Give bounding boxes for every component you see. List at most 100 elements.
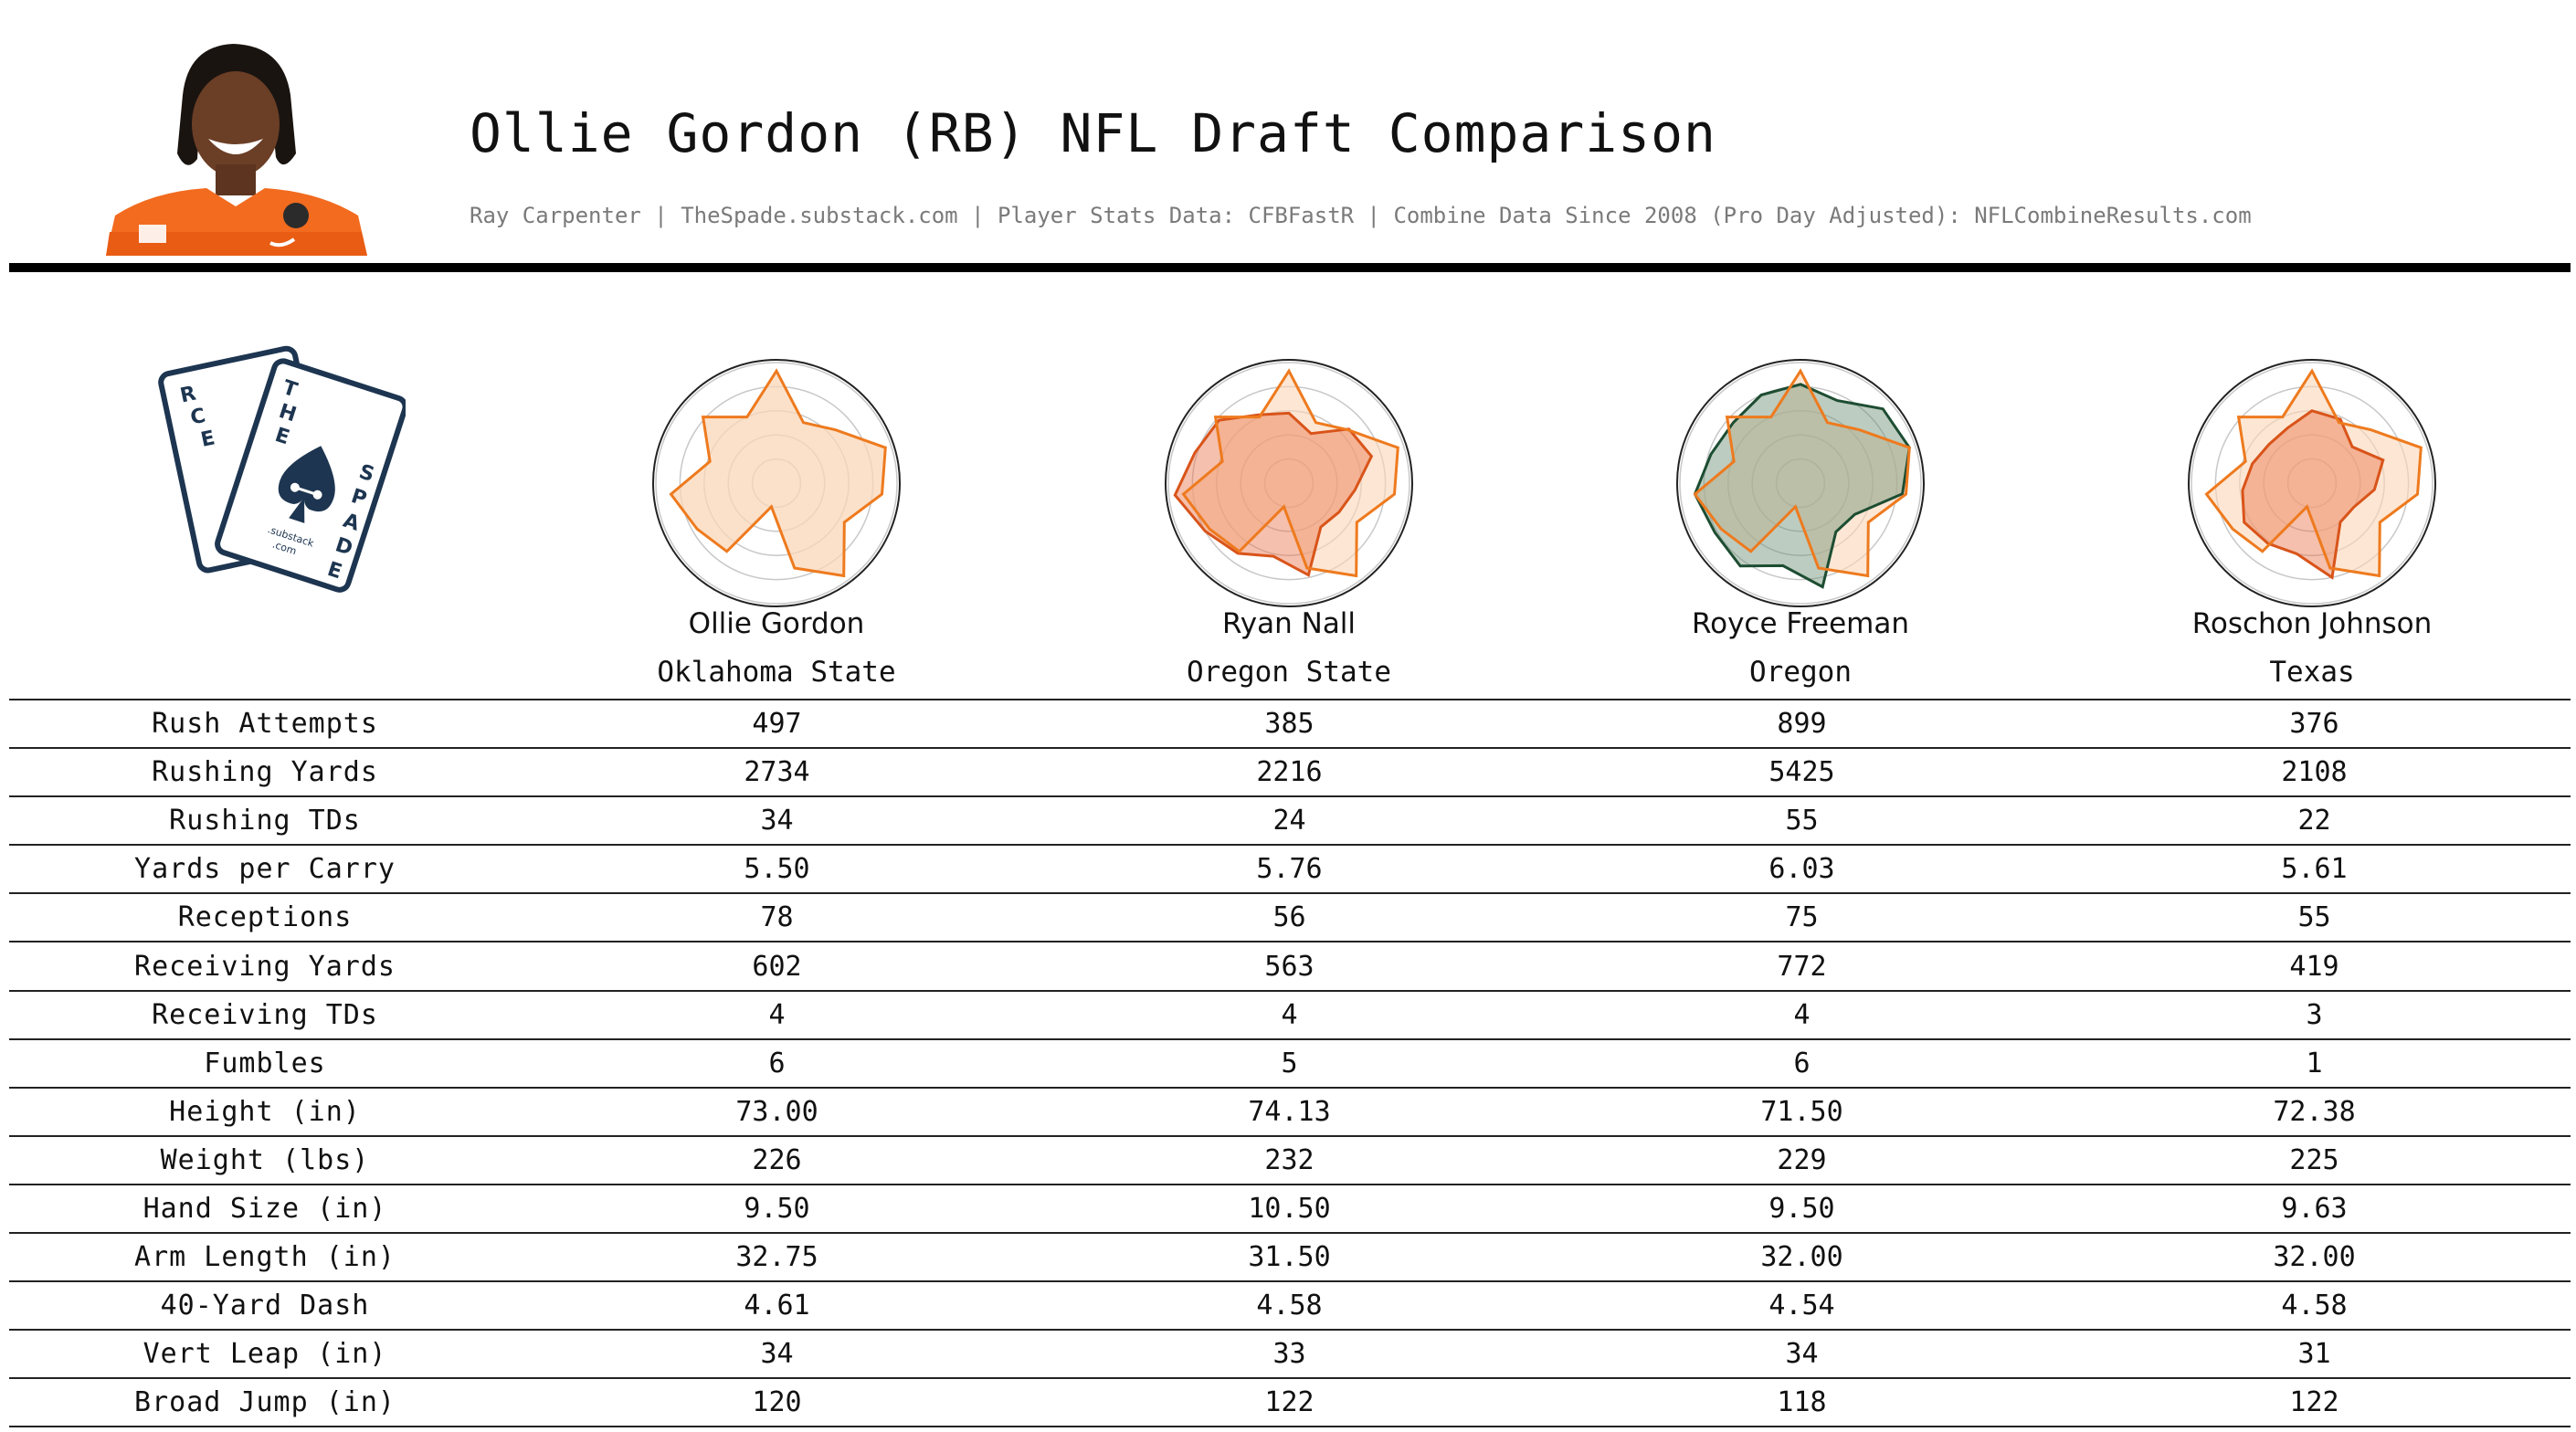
cell-value: 4.58	[1033, 1280, 1546, 1331]
cell-value: 419	[2058, 941, 2571, 991]
cell-value: 6	[521, 1037, 1033, 1088]
cell-value: 118	[1546, 1377, 2058, 1428]
cell-value: 4.54	[1546, 1280, 2058, 1331]
row-label: Weight (lbs)	[9, 1134, 521, 1185]
radar-series-ollie-gordon-fill	[1694, 371, 1910, 576]
player-headshot	[106, 44, 367, 256]
cell-value: 122	[2058, 1377, 2571, 1428]
player-name: Roschon Johnson	[2191, 607, 2433, 640]
cell-value: 72.38	[2058, 1086, 2571, 1136]
card-front-letter: T	[280, 376, 300, 402]
row-label: Arm Length (in)	[9, 1232, 521, 1282]
cell-value: 226	[521, 1134, 1033, 1185]
cell-value: 5.50	[521, 844, 1033, 894]
cell-value: 5.61	[2058, 844, 2571, 894]
radar-chart-royce-freeman	[1676, 359, 1925, 607]
cell-value: 75	[1546, 892, 2058, 942]
radar-series-ollie-gordon-outline	[1181, 368, 1399, 578]
table-row: Vert Leap (in) 34 33 34 31	[9, 1329, 2571, 1379]
table-row: Broad Jump (in) 120 122 118 122	[9, 1377, 2571, 1428]
player-name: Ollie Gordon	[688, 607, 865, 640]
table-row: Yards per Carry 5.50 5.76 6.03 5.61	[9, 844, 2571, 894]
table-row: Receiving TDs 4 4 4 3	[9, 989, 2571, 1039]
cell-value: 32.00	[1546, 1232, 2058, 1282]
cell-value: 32.75	[521, 1232, 1033, 1282]
player-name: Ryan Nall	[1221, 607, 1357, 640]
cell-value: 55	[2058, 892, 2571, 942]
cell-value: 9.50	[521, 1183, 1033, 1234]
row-label: Receptions	[9, 892, 521, 942]
row-label: Receiving Yards	[9, 941, 521, 991]
player-school: Oregon	[1749, 656, 1852, 689]
cell-value: 6.03	[1546, 844, 2058, 894]
card-front-letter: E	[324, 558, 344, 584]
table-row: Weight (lbs) 226 232 229 225	[9, 1134, 2571, 1185]
radar-chart-ollie-gordon	[652, 359, 901, 607]
cell-value: 22	[2058, 795, 2571, 846]
radar-series-ollie-gordon-fill	[1183, 371, 1399, 576]
cell-value: 2216	[1033, 747, 1546, 797]
cell-value: 32.00	[2058, 1232, 2571, 1282]
cell-value: 55	[1546, 795, 2058, 846]
table-row: Hand Size (in) 9.50 10.50 9.50 9.63	[9, 1183, 2571, 1234]
cell-value: 9.50	[1546, 1183, 2058, 1234]
page-subtitle: Ray Carpenter | TheSpade.substack.com | …	[470, 203, 2252, 228]
table-row: 40-Yard Dash 4.61 4.58 4.54 4.58	[9, 1280, 2571, 1331]
player-school: Texas	[2269, 656, 2355, 689]
cell-value: 71.50	[1546, 1086, 2058, 1136]
table-row: Receiving Yards 602 563 772 419	[9, 941, 2571, 991]
cell-value: 73.00	[521, 1086, 1033, 1136]
radar-chart-ryan-nall	[1165, 359, 1413, 607]
radar-series-ollie-gordon-fill	[2206, 371, 2422, 576]
radar-series-ollie-gordon-outline	[1693, 368, 1911, 578]
cell-value: 33	[1033, 1329, 1546, 1379]
card-front-letter: P	[348, 485, 369, 511]
cell-value: 899	[1546, 698, 2058, 749]
cell-value: 5.76	[1033, 844, 1546, 894]
cell-value: 4	[1033, 989, 1546, 1039]
row-label: Height (in)	[9, 1086, 521, 1136]
cell-value: 31.50	[1033, 1232, 1546, 1282]
cell-value: 563	[1033, 941, 1546, 991]
cell-value: 24	[1033, 795, 1546, 846]
cell-value: 4.61	[521, 1280, 1033, 1331]
card-front-letter: E	[272, 424, 292, 449]
cell-value: 602	[521, 941, 1033, 991]
row-label: Vert Leap (in)	[9, 1329, 521, 1379]
row-label: Rush Attempts	[9, 698, 521, 749]
radar-series-ollie-gordon	[669, 368, 887, 578]
cell-value: 232	[1033, 1134, 1546, 1185]
the-spade-logo: R C E T H E .substack .com S P A D E	[158, 345, 406, 593]
card-front-letter: S	[356, 460, 377, 487]
cell-value: 4	[521, 989, 1033, 1039]
cell-value: 34	[521, 795, 1033, 846]
cell-value: 1	[2058, 1037, 2571, 1088]
cell-value: 120	[521, 1377, 1033, 1428]
row-label: Hand Size (in)	[9, 1183, 521, 1234]
cell-value: 4	[1546, 989, 2058, 1039]
radar-grid-ring	[1167, 362, 1410, 605]
radar-series-ollie-gordon-outline	[2204, 368, 2423, 578]
cell-value: 31	[2058, 1329, 2571, 1379]
card-front-letter: A	[341, 510, 363, 536]
cell-value: 2108	[2058, 747, 2571, 797]
table-row: Fumbles 6 5 6 1	[9, 1037, 2571, 1088]
table-row: Receptions 78 56 75 55	[9, 892, 2571, 942]
cell-value: 497	[521, 698, 1033, 749]
radar-series-comparison	[1693, 383, 1911, 589]
cell-value: 122	[1033, 1377, 1546, 1428]
row-label: Receiving TDs	[9, 989, 521, 1039]
row-label: Rushing TDs	[9, 795, 521, 846]
radar-grid-ring	[1679, 362, 1922, 605]
radar-grid-ring	[2191, 362, 2433, 605]
card-back-letter: R	[178, 382, 198, 407]
card-back-letter: E	[199, 426, 217, 452]
cell-value: 376	[2058, 698, 2571, 749]
radar-grid-ring	[655, 362, 898, 605]
cell-value: 56	[1033, 892, 1546, 942]
cell-value: 772	[1546, 941, 2058, 991]
card-back-letter: C	[188, 405, 207, 430]
row-label: Fumbles	[9, 1037, 521, 1088]
cell-value: 10.50	[1033, 1183, 1546, 1234]
cell-value: 3	[2058, 989, 2571, 1039]
